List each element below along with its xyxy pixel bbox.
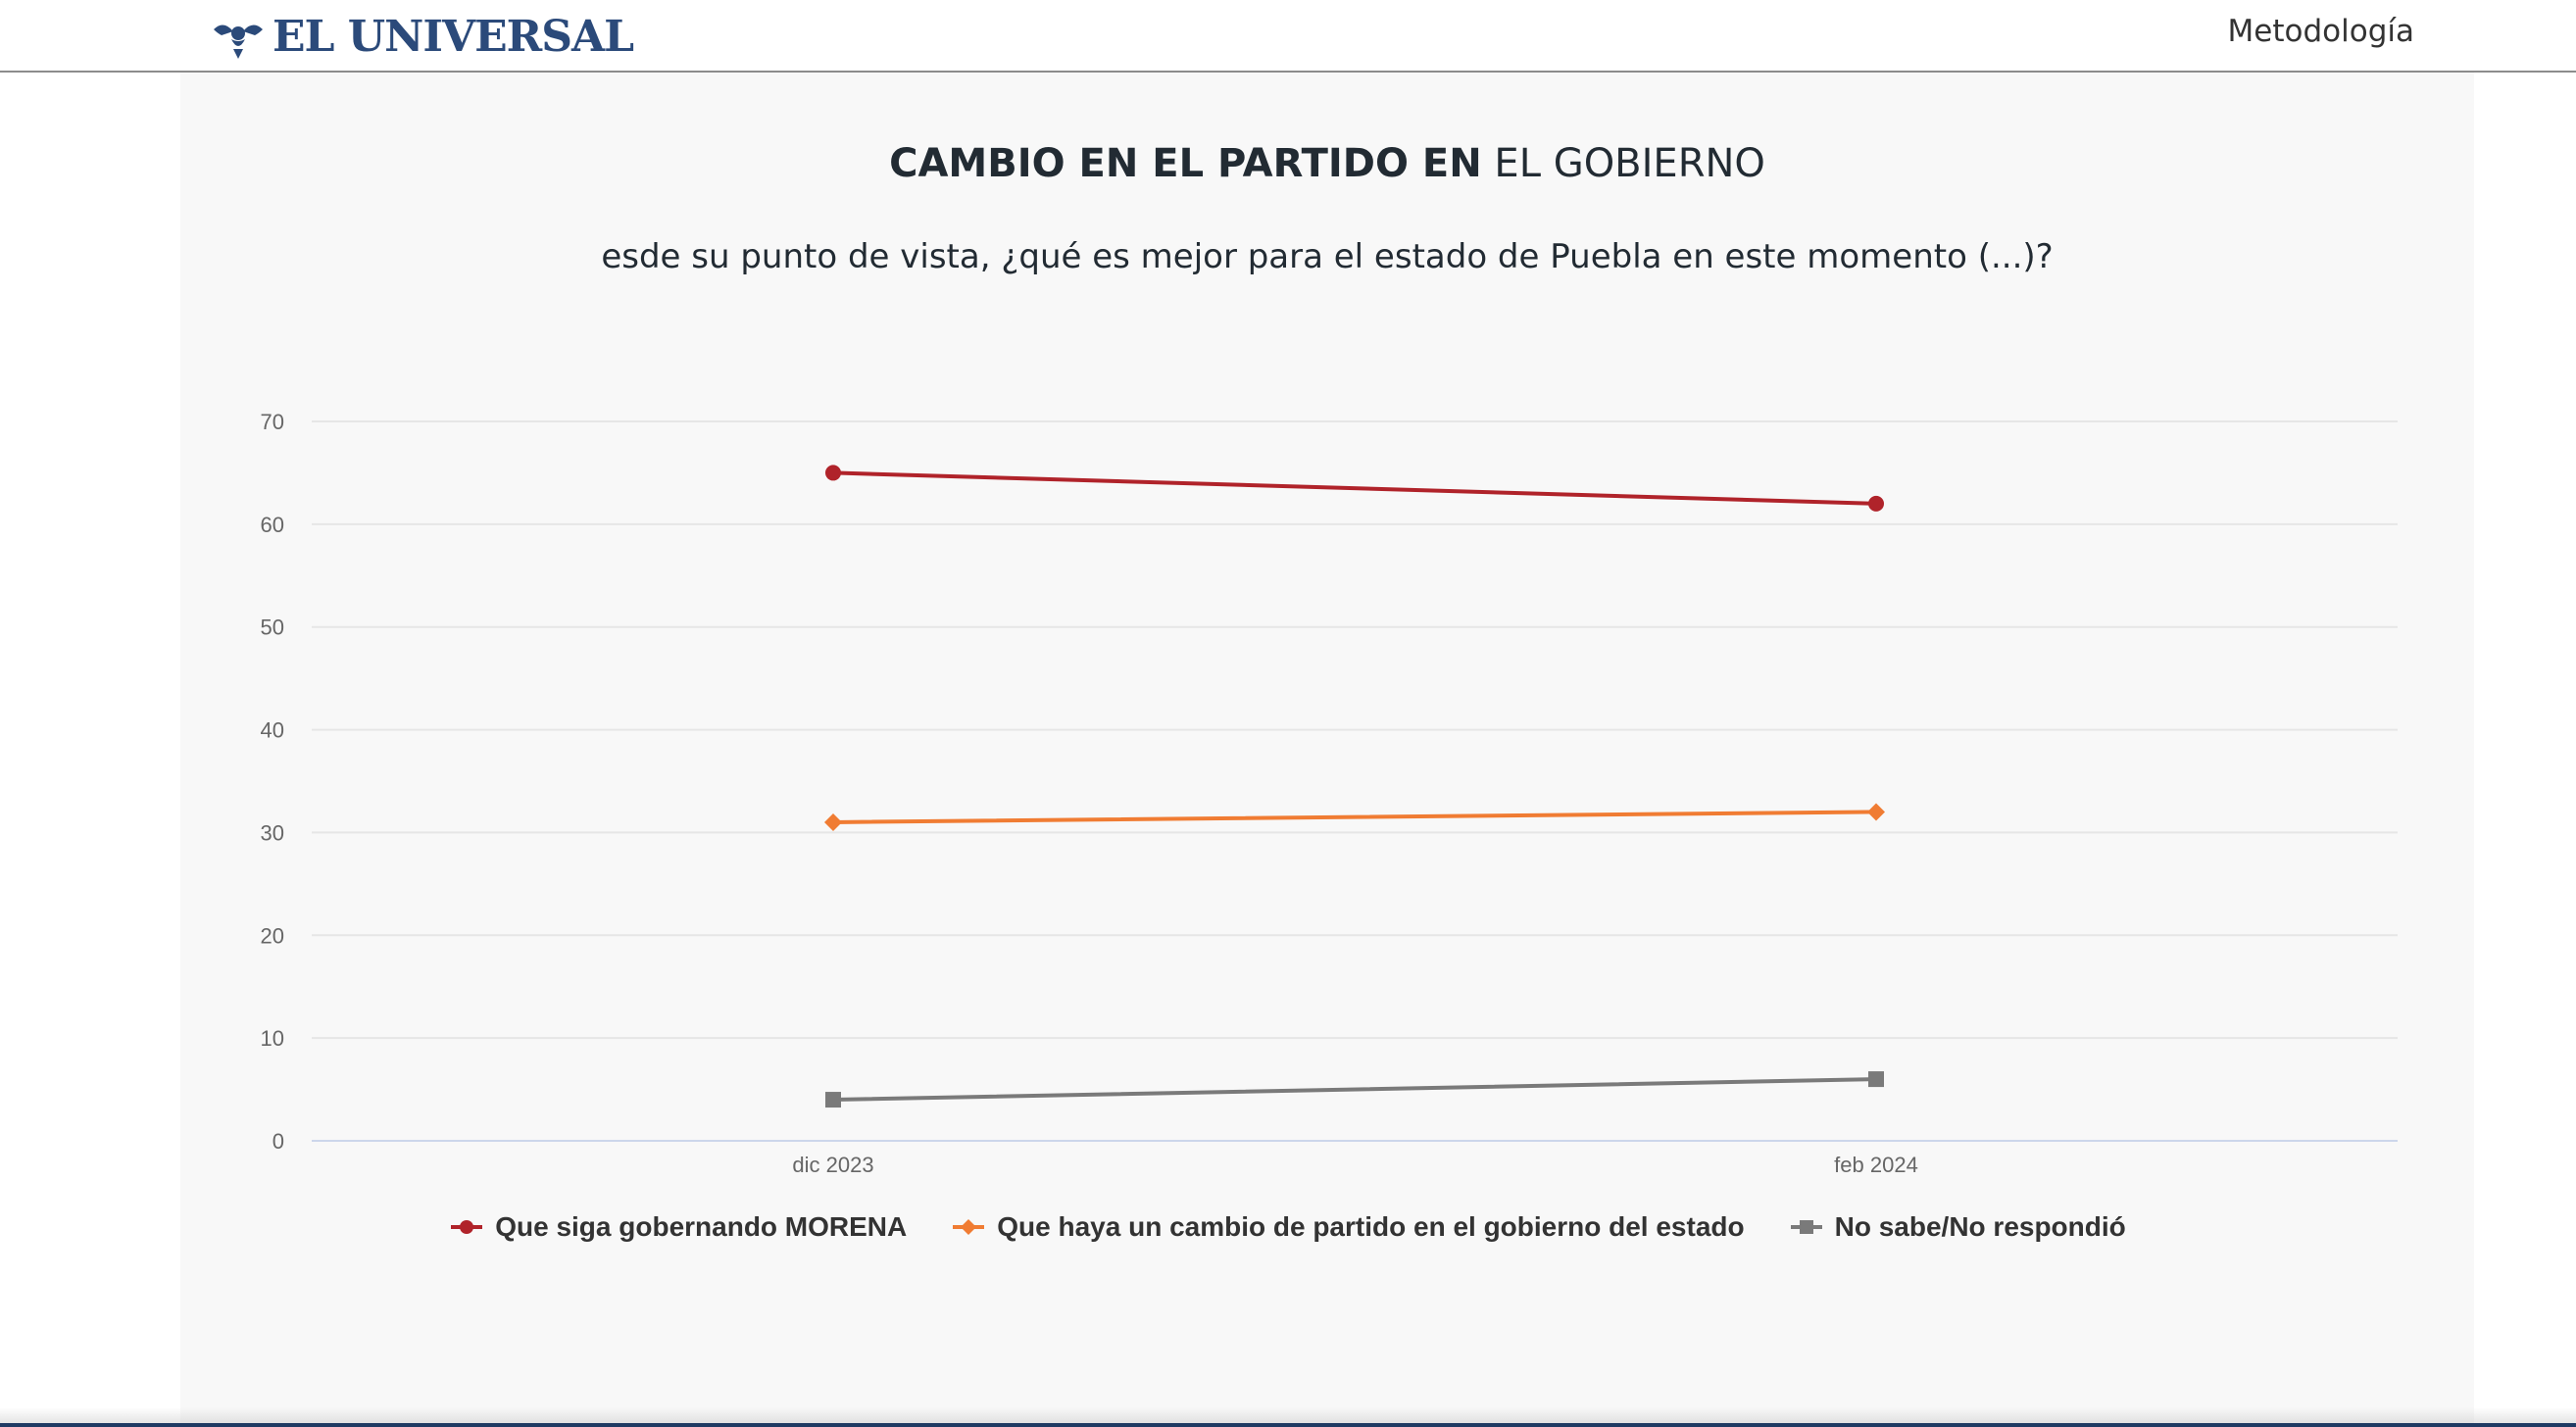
chart-legend: Que siga gobernando MORENA Que haya un ca… — [0, 1211, 2576, 1243]
top-navigation-bar: EL UNIVERSAL Metodología — [0, 0, 2576, 73]
logo-wordmark: EL UNIVERSAL — [272, 11, 634, 62]
data-point-diamond — [961, 1219, 977, 1235]
chart-title-normal: EL GOBIERNO — [1494, 141, 1765, 186]
legend-item[interactable]: Que siga gobernando MORENA — [450, 1211, 907, 1243]
eagle-emblem-icon — [214, 25, 263, 59]
chart-title-bold: CAMBIO EN EL PARTIDO EN — [889, 141, 1482, 186]
legend-symbol-diamond-icon — [953, 1219, 985, 1235]
bottom-border — [0, 1423, 2576, 1427]
chart-title: CAMBIO EN EL PARTIDO EN EL GOBIERNO — [180, 141, 2474, 186]
legend-symbol-circle-icon — [451, 1220, 483, 1234]
chart-panel: CAMBIO EN EL PARTIDO EN EL GOBIERNO esde… — [180, 73, 2474, 1427]
legend-label: No sabe/No respondió — [1834, 1211, 2126, 1242]
legend-item[interactable]: Que haya un cambio de partido en el gobi… — [952, 1211, 1745, 1243]
bottom-shadow — [0, 1407, 2576, 1427]
legend-symbol-square-icon — [1790, 1220, 1822, 1234]
site-logo[interactable]: EL UNIVERSAL — [212, 8, 634, 65]
legend-label: Que siga gobernando MORENA — [495, 1211, 908, 1242]
legend-label: Que haya un cambio de partido en el gobi… — [997, 1211, 1745, 1242]
legend-item[interactable]: No sabe/No respondió — [1790, 1211, 2126, 1243]
data-point-square — [1799, 1220, 1813, 1234]
data-point-circle — [460, 1220, 474, 1234]
metodologia-link[interactable]: Metodología — [2227, 14, 2414, 49]
chart-subtitle: esde su punto de vista, ¿qué es mejor pa… — [601, 237, 2054, 276]
